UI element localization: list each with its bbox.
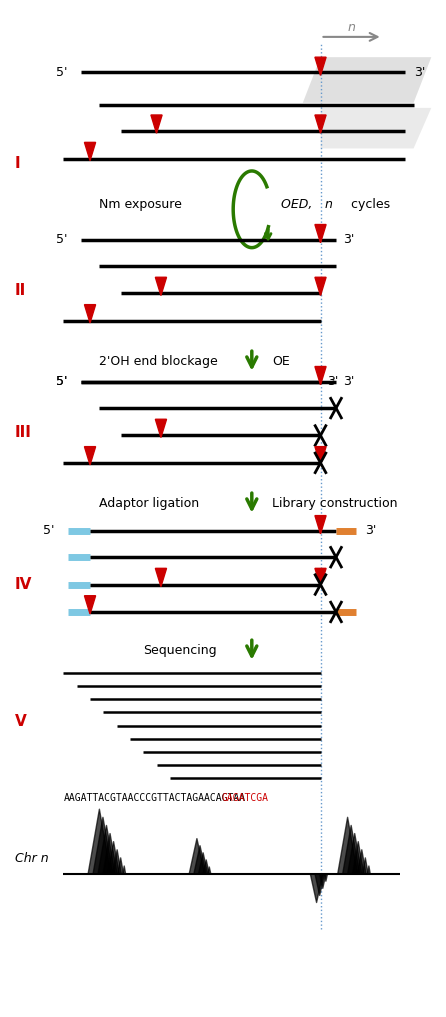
Text: 2'OH end blockage: 2'OH end blockage: [99, 355, 218, 368]
Text: 3': 3': [343, 233, 354, 246]
Polygon shape: [315, 446, 326, 465]
Text: III: III: [15, 425, 32, 440]
Polygon shape: [151, 115, 162, 133]
Text: Nm exposure: Nm exposure: [99, 197, 182, 211]
Polygon shape: [155, 278, 166, 296]
Text: 5': 5': [56, 375, 68, 388]
Text: Adaptor ligation: Adaptor ligation: [99, 497, 199, 510]
Polygon shape: [155, 419, 166, 437]
Polygon shape: [321, 108, 431, 148]
Polygon shape: [84, 596, 95, 614]
Polygon shape: [155, 569, 166, 587]
Text: I: I: [15, 157, 21, 171]
Text: Chr n: Chr n: [15, 852, 48, 864]
Text: 5': 5': [56, 66, 68, 79]
Text: GAGATCGA: GAGATCGA: [222, 792, 268, 802]
Polygon shape: [315, 516, 326, 534]
Text: 3': 3': [365, 525, 376, 537]
Text: V: V: [15, 714, 26, 729]
Polygon shape: [315, 569, 326, 587]
Text: IV: IV: [15, 577, 32, 592]
Polygon shape: [315, 278, 326, 296]
Text: 3': 3': [413, 66, 425, 79]
Text: II: II: [15, 283, 26, 298]
Polygon shape: [84, 446, 95, 465]
Polygon shape: [315, 115, 326, 133]
Polygon shape: [303, 57, 431, 103]
Polygon shape: [315, 225, 326, 243]
Text: Library construction: Library construction: [272, 497, 397, 510]
Text: Sequencing: Sequencing: [143, 644, 217, 657]
Text: AAGATTACGTAACCCGTTACTAGAACAGTAA: AAGATTACGTAACCCGTTACTAGAACAGTAA: [63, 792, 246, 802]
Text: OED,: OED,: [281, 197, 316, 211]
Text: n: n: [325, 197, 333, 211]
Text: 3': 3': [327, 375, 339, 388]
Polygon shape: [84, 142, 95, 161]
Text: 5': 5': [56, 375, 68, 388]
Polygon shape: [315, 57, 326, 75]
Text: 3': 3': [343, 375, 354, 388]
Text: OE: OE: [272, 355, 289, 368]
Text: 5': 5': [56, 233, 68, 246]
Polygon shape: [315, 366, 326, 384]
Text: cycles: cycles: [347, 197, 390, 211]
Text: n: n: [347, 20, 355, 34]
Text: 5': 5': [43, 525, 54, 537]
Polygon shape: [84, 305, 95, 322]
